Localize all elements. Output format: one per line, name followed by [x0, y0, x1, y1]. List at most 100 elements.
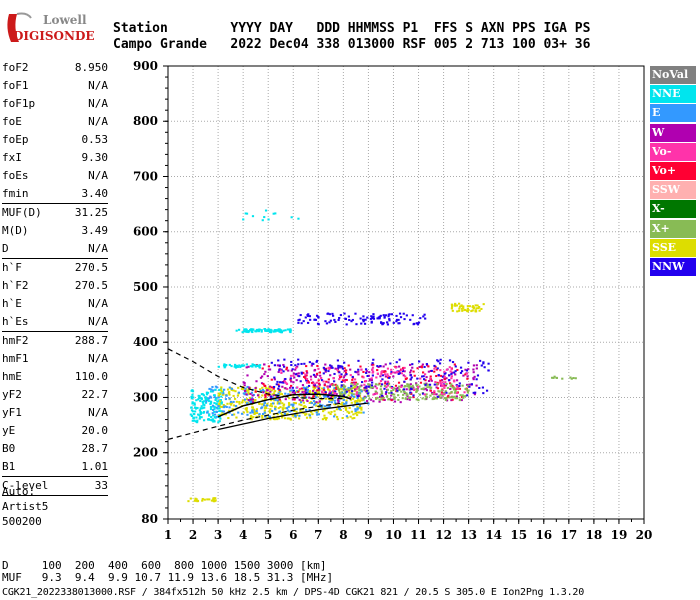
echo-point [327, 411, 330, 414]
echo-point [400, 372, 404, 375]
echo-points [187, 209, 577, 503]
echo-point [219, 417, 222, 420]
echo-point [245, 393, 248, 396]
echo-point [387, 397, 391, 400]
echo-point [413, 322, 416, 325]
echo-point [390, 399, 393, 402]
echo-point [287, 405, 290, 408]
echo-point [363, 388, 367, 391]
echo-point [213, 420, 216, 423]
echo-point [253, 410, 256, 413]
echo-point [431, 393, 434, 396]
param-row: D N/A [2, 240, 108, 257]
echo-point [365, 385, 368, 388]
echo-point [366, 389, 370, 392]
echo-point [211, 404, 215, 407]
echo-point [313, 383, 317, 386]
echo-point [360, 389, 363, 392]
echo-point [316, 364, 319, 367]
echo-point [240, 387, 244, 390]
echo-point [264, 209, 268, 212]
echo-point [228, 393, 231, 396]
echo-point [254, 388, 257, 391]
echo-point [286, 409, 290, 412]
echo-point [278, 364, 281, 367]
echo-point [386, 384, 389, 387]
echo-point [410, 376, 413, 379]
echo-point [343, 361, 346, 364]
echo-point [316, 389, 319, 392]
echo-point [412, 370, 415, 373]
echo-point [190, 389, 193, 392]
echo-point [422, 387, 425, 390]
echo-point [200, 412, 203, 415]
echo-point [404, 397, 407, 400]
echo-point [210, 406, 213, 409]
echo-point [344, 317, 347, 320]
echo-point [381, 383, 384, 386]
echo-point [278, 397, 281, 400]
echo-point [340, 392, 343, 395]
echo-point [305, 370, 308, 373]
echo-point [370, 315, 373, 318]
echo-point [280, 393, 284, 396]
echo-point [351, 390, 354, 393]
echo-point [466, 375, 469, 378]
echo-point [433, 396, 436, 399]
echo-point [325, 397, 328, 400]
echo-point [236, 365, 239, 368]
echo-point [318, 403, 322, 406]
echo-point [215, 386, 219, 389]
echo-point [476, 304, 479, 307]
header-line-2: Campo Grande 2022 Dec04 338 013000 RSF 0… [113, 37, 591, 52]
echo-point [424, 398, 427, 401]
echo-point [421, 375, 424, 378]
echo-point [329, 364, 332, 367]
echo-point [461, 394, 464, 397]
echo-point [331, 312, 334, 315]
echo-point [305, 371, 309, 374]
echo-point [327, 386, 330, 389]
echo-point [324, 418, 328, 421]
echo-point [437, 395, 441, 398]
echo-point [268, 388, 271, 391]
echo-point [255, 380, 258, 383]
param-divider [2, 476, 108, 477]
echo-point [349, 374, 352, 377]
echo-point [313, 318, 316, 321]
echo-point [420, 388, 423, 391]
echo-point [393, 393, 396, 396]
param-value: 8.950 [74, 61, 108, 74]
echo-point [367, 374, 370, 377]
echo-point [227, 392, 231, 395]
echo-point [303, 387, 306, 390]
echo-point [386, 383, 389, 386]
echo-point [460, 396, 464, 399]
echo-point [384, 375, 387, 378]
echo-point [398, 365, 401, 368]
echo-point [395, 371, 398, 374]
y-tick-label: 900 [133, 59, 158, 73]
echo-point [384, 382, 387, 385]
echo-point [367, 402, 370, 405]
echo-point [375, 387, 378, 390]
param-label: MUF(D) [2, 206, 42, 219]
echo-point [344, 371, 347, 374]
echo-point [338, 391, 341, 394]
echo-point [262, 382, 265, 385]
echo-point [246, 374, 249, 377]
echo-point [386, 321, 389, 324]
echo-point [343, 385, 347, 388]
echo-point [276, 329, 279, 332]
echo-point [364, 368, 368, 371]
echo-point [379, 375, 382, 378]
echo-point [401, 397, 404, 400]
echo-point [260, 382, 264, 385]
echo-point [394, 384, 398, 387]
echo-point [356, 407, 359, 410]
param-label: yE [2, 424, 16, 437]
echo-point [366, 400, 369, 403]
echo-point [273, 364, 276, 367]
echo-point [380, 392, 384, 395]
echo-point [296, 365, 299, 368]
